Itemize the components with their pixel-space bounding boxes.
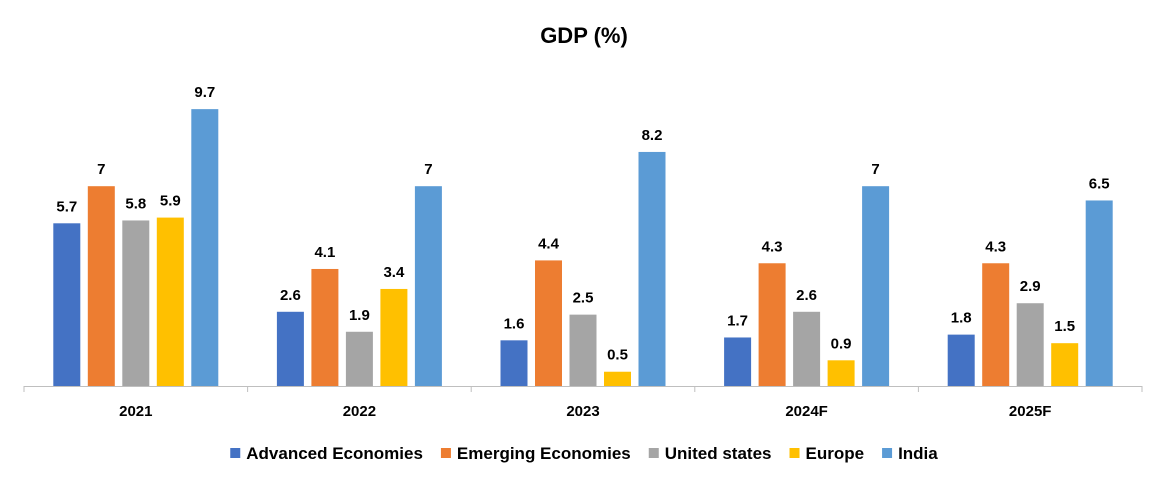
data-label: 1.5 — [1054, 318, 1075, 335]
bar-europe-2021 — [156, 217, 184, 386]
data-label: 1.9 — [349, 307, 370, 324]
legend-item-united-states: United states — [648, 444, 772, 463]
data-label: 8.2 — [642, 127, 663, 144]
bar-india-2024f — [862, 186, 890, 386]
data-label: 3.4 — [383, 264, 405, 281]
data-label: 4.3 — [762, 238, 783, 255]
x-tick-label: 2021 — [119, 403, 152, 420]
data-label: 4.3 — [985, 238, 1006, 255]
bar-emerging-economies-2024f — [758, 263, 786, 386]
data-label: 0.9 — [831, 335, 852, 352]
legend-label: Advanced Economies — [246, 444, 423, 463]
legend-label: United states — [665, 444, 772, 463]
data-label: 2.9 — [1020, 278, 1041, 295]
bar-emerging-economies-2025f — [982, 263, 1010, 386]
bar-united-states-2022 — [345, 331, 373, 386]
bar-emerging-economies-2021 — [87, 186, 115, 386]
data-label: 2.5 — [573, 290, 594, 307]
data-label: 6.5 — [1089, 175, 1110, 192]
bar-europe-2022 — [380, 288, 408, 386]
legend-swatch — [230, 448, 241, 458]
bar-united-states-2025f — [1016, 303, 1044, 386]
bar-india-2022 — [414, 186, 442, 386]
legend-swatch — [882, 448, 893, 458]
bar-europe-2024f — [827, 360, 855, 386]
data-label: 2.6 — [796, 287, 817, 304]
data-label: 7 — [97, 161, 105, 178]
bar-emerging-economies-2023 — [535, 260, 562, 386]
legend-item-emerging-economies: Emerging Economies — [440, 444, 631, 463]
data-label: 7 — [871, 161, 879, 178]
data-label: 1.6 — [504, 315, 525, 332]
data-label: 0.5 — [607, 347, 628, 364]
bar-india-2021 — [191, 109, 219, 386]
data-label: 5.7 — [56, 198, 77, 215]
x-tick-label: 2022 — [343, 403, 376, 420]
plot-area: 5.7 7 5.8 5.9 9.7 2021 2.6 4.1 1.9 3.4 7 2022 1.6 4.4… — [23, 84, 1143, 420]
bar-india-2025f — [1085, 200, 1113, 386]
data-label: 4.1 — [314, 244, 335, 261]
data-label: 1.7 — [727, 312, 748, 329]
bar-advanced-economies-2025f — [947, 334, 975, 386]
data-label: 2.6 — [280, 287, 301, 304]
bar-europe-2025f — [1051, 343, 1079, 386]
bar-india-2023 — [638, 151, 666, 386]
legend-label: India — [898, 444, 938, 463]
x-tick-label: 2024F — [785, 403, 828, 420]
legend: Advanced Economies Emerging Economies Unit… — [230, 444, 938, 463]
data-label: 1.8 — [951, 310, 972, 327]
bar-advanced-economies-2021 — [53, 223, 81, 386]
legend-label: Europe — [806, 444, 865, 463]
bar-emerging-economies-2022 — [311, 268, 339, 386]
legend-item-advanced-economies: Advanced Economies — [230, 444, 423, 463]
chart-title: GDP (%) — [540, 23, 628, 48]
legend-swatch — [440, 448, 451, 458]
legend-swatch — [648, 448, 659, 458]
x-tick-label: 2023 — [566, 403, 599, 420]
bar-united-states-2023 — [569, 314, 597, 386]
legend-label: Emerging Economies — [457, 444, 631, 463]
data-label: 9.7 — [194, 84, 215, 101]
bar-europe-2023 — [604, 371, 631, 386]
legend-item-europe: Europe — [789, 444, 865, 463]
data-label: 7 — [424, 161, 432, 178]
data-label: 4.4 — [538, 235, 560, 252]
bar-united-states-2021 — [122, 220, 150, 386]
bar-advanced-economies-2022 — [276, 311, 304, 386]
data-label: 5.9 — [160, 193, 181, 210]
bar-advanced-economies-2024f — [724, 337, 752, 386]
data-label: 5.8 — [125, 195, 146, 212]
bar-advanced-economies-2023 — [500, 340, 528, 386]
x-tick-label: 2025F — [1009, 403, 1052, 420]
legend-item-india: India — [882, 444, 938, 463]
legend-swatch — [789, 448, 800, 458]
bar-united-states-2024f — [793, 311, 821, 386]
